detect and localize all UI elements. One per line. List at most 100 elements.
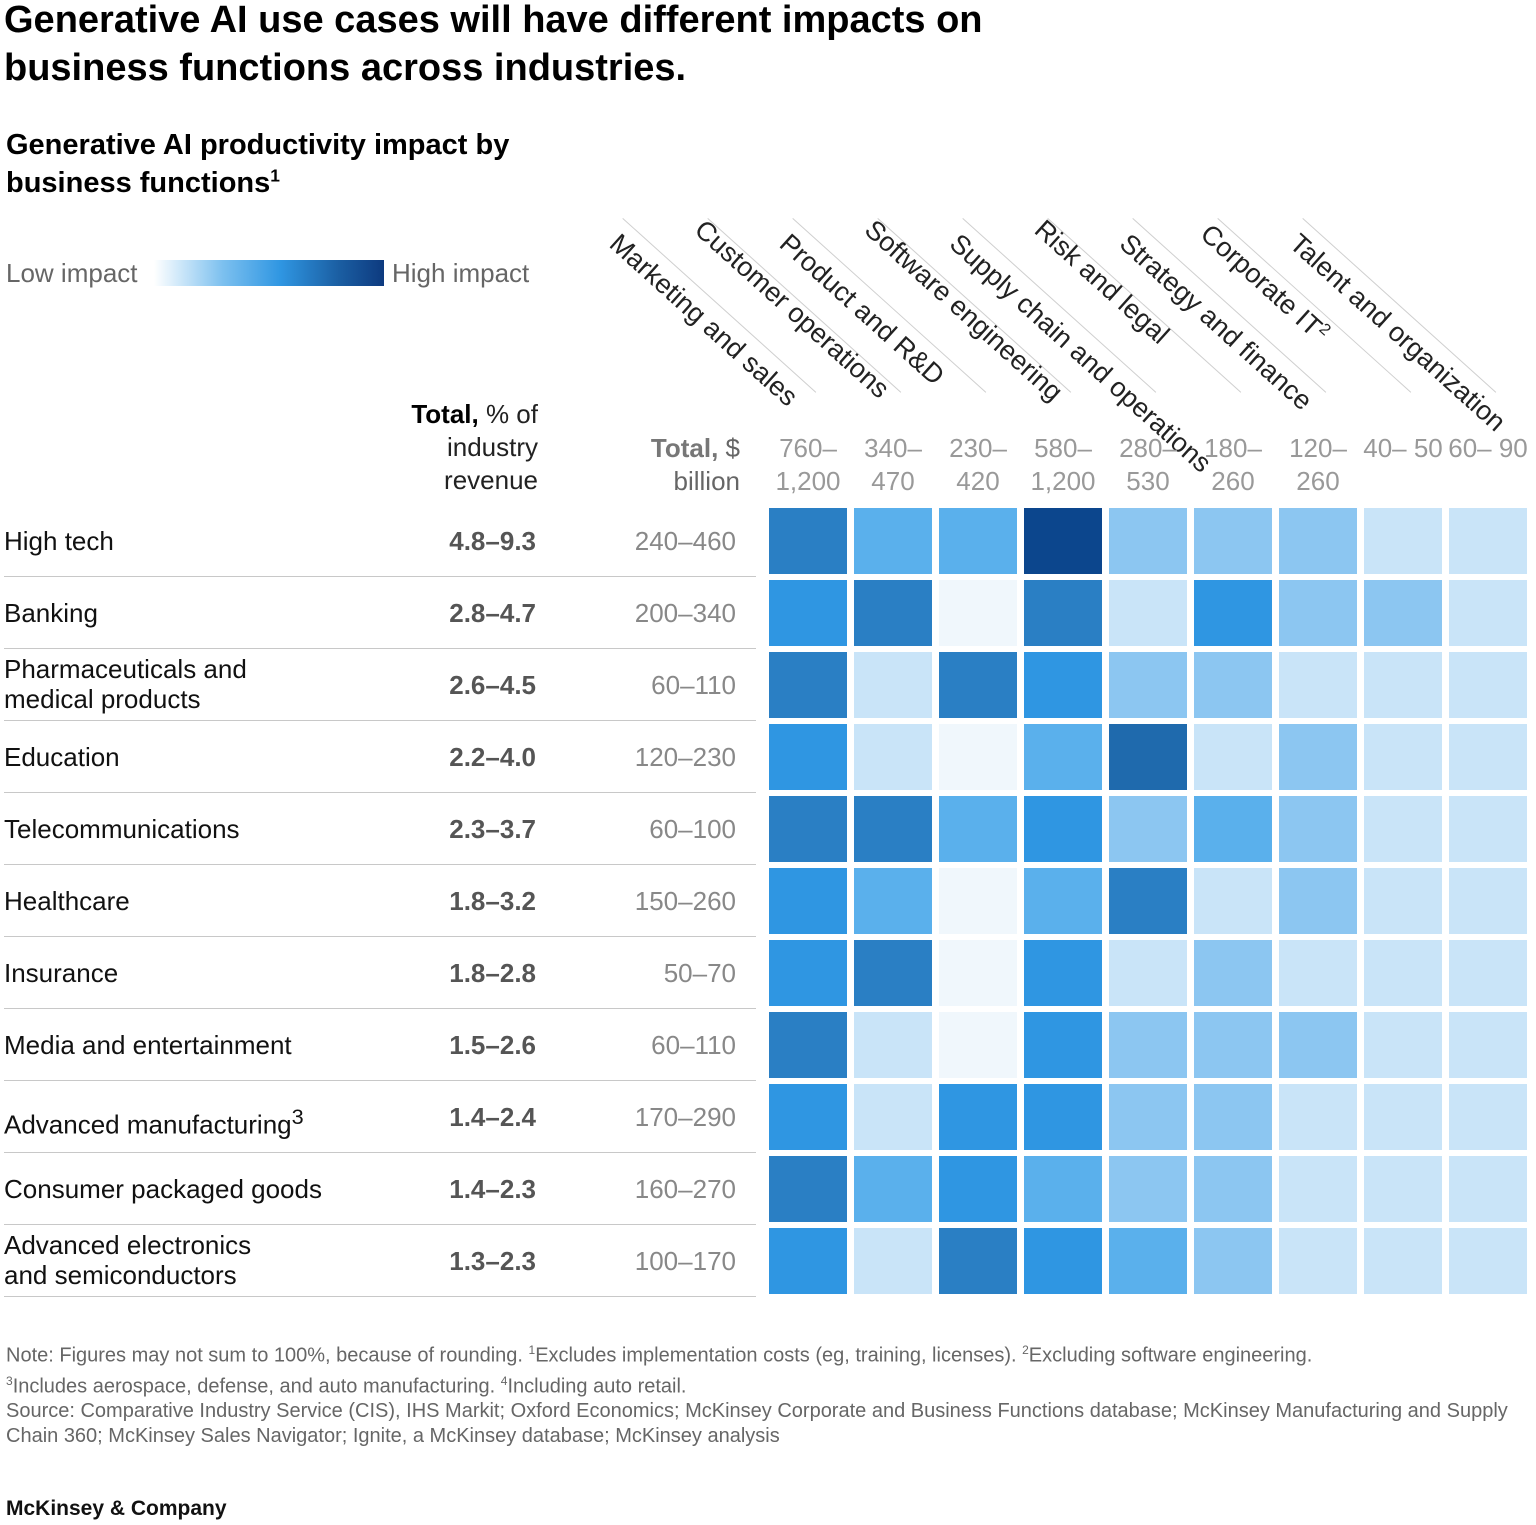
heatmap-cell <box>1024 1228 1102 1294</box>
footnotes: Note: Figures may not sum to 100%, becau… <box>6 1338 1516 1449</box>
industry-total-percent: 2.2–4.0 <box>449 742 536 772</box>
heatmap-cell <box>1109 580 1187 646</box>
headline: Generative AI use cases will have differ… <box>4 0 983 89</box>
heatmap-cell <box>1279 1156 1357 1222</box>
industry-total-percent: 1.3–2.3 <box>449 1246 536 1276</box>
heatmap-cell <box>1109 940 1187 1006</box>
heatmap-cell <box>1194 652 1272 718</box>
heatmap-cell <box>854 1156 932 1222</box>
heatmap-cell <box>1279 508 1357 574</box>
industry-total-billion: 120–230 <box>634 742 736 772</box>
heatmap-cell <box>1024 940 1102 1006</box>
heatmap-cell <box>1109 1084 1187 1150</box>
row-divider <box>4 936 756 937</box>
heatmap-cell <box>1194 508 1272 574</box>
column-header-total-percent: Total, % of industry revenue <box>380 398 538 497</box>
industry-label: High tech <box>4 526 384 556</box>
heatmap-cell <box>1279 796 1357 862</box>
heatmap-cell <box>1279 940 1357 1006</box>
heatmap-cell <box>1194 1084 1272 1150</box>
function-total-value: 230– 420 <box>949 433 1007 496</box>
heatmap-cell <box>1449 1012 1527 1078</box>
note-sup: 3 <box>6 1373 13 1388</box>
industry-total-billion: 60–110 <box>651 1030 736 1060</box>
industry-total-percent: 1.5–2.6 <box>449 1030 536 1060</box>
industry-total-billion: 160–270 <box>634 1174 736 1204</box>
note-sup: 4 <box>500 1373 508 1388</box>
industry-label: Banking <box>4 598 384 628</box>
industry-label: Advanced manufacturing3 <box>4 1102 384 1140</box>
heatmap-cell <box>854 508 932 574</box>
industry-total-percent: 1.4–2.4 <box>449 1102 536 1132</box>
row-divider <box>4 720 756 721</box>
heatmap-cell <box>1364 868 1442 934</box>
heatmap-cell <box>1449 1228 1527 1294</box>
column-header-total-billion: Total, $ billion <box>600 432 740 498</box>
column-header-total-percent-bold: Total, <box>411 399 479 429</box>
industry-name: Healthcare <box>4 886 130 916</box>
heatmap-cell <box>1364 1012 1442 1078</box>
function-header-label: Marketing and sales <box>604 228 804 412</box>
brand-logo-text: McKinsey & Company <box>6 1497 227 1520</box>
function-total-value: 120– 260 <box>1289 433 1347 496</box>
heatmap-cell <box>939 580 1017 646</box>
industry-footnote: 3 <box>291 1104 304 1129</box>
row-divider <box>4 1152 756 1153</box>
heatmap-cell <box>1449 940 1527 1006</box>
heatmap-cell <box>854 868 932 934</box>
industry-name: High tech <box>4 526 114 556</box>
heatmap-cell <box>854 652 932 718</box>
industry-total-billion: 50–70 <box>663 958 736 988</box>
function-total-value: 340– 470 <box>864 433 922 496</box>
heatmap-cell <box>1194 940 1272 1006</box>
heatmap-cell <box>1024 652 1102 718</box>
note-text: Excluding software engineering. <box>1028 1344 1313 1367</box>
heatmap-cell <box>769 652 847 718</box>
column-header-total-percent-rest: % of industry revenue <box>444 399 538 495</box>
industry-name: Insurance <box>4 958 119 988</box>
heatmap-cell <box>1024 1084 1102 1150</box>
heatmap-cell <box>939 940 1017 1006</box>
industry-total-percent: 4.8–9.3 <box>449 526 536 556</box>
heatmap-cell <box>1109 652 1187 718</box>
heatmap-cell <box>769 868 847 934</box>
row-divider <box>4 1224 756 1225</box>
legend-gradient-bar <box>154 260 384 286</box>
heatmap-cell <box>1364 580 1442 646</box>
industry-name: Banking <box>4 598 98 628</box>
note-sup: 2 <box>1022 1343 1029 1357</box>
heatmap-cell <box>939 868 1017 934</box>
heatmap-cell <box>1279 580 1357 646</box>
note-text: Including auto retail. <box>507 1375 687 1398</box>
footnote-line-1: Note: Figures may not sum to 100%, becau… <box>6 1338 1516 1369</box>
legend-low-label: Low impact <box>6 258 138 288</box>
heatmap-cell <box>939 796 1017 862</box>
heatmap-cell <box>939 1012 1017 1078</box>
heatmap-cell <box>1279 868 1357 934</box>
industry-name: Telecommunications <box>4 814 240 844</box>
industry-name: Advanced electronics and semiconductors <box>4 1230 252 1290</box>
row-divider <box>4 576 756 577</box>
industry-label: Healthcare <box>4 886 384 916</box>
industry-total-billion: 150–260 <box>634 886 736 916</box>
function-total-value: 40– 50 <box>1363 433 1443 463</box>
industry-total-billion: 200–340 <box>634 598 736 628</box>
heatmap-cell <box>1194 580 1272 646</box>
row-divider <box>4 1008 756 1009</box>
industry-total-percent: 2.6–4.5 <box>449 670 536 700</box>
heatmap-cell <box>1109 1156 1187 1222</box>
heatmap-cell <box>939 1156 1017 1222</box>
heatmap-cell <box>1364 724 1442 790</box>
heatmap-cell <box>769 1012 847 1078</box>
heatmap-cell <box>854 796 932 862</box>
heatmap-cell <box>769 1084 847 1150</box>
heatmap-cell <box>1449 796 1527 862</box>
industry-label: Education <box>4 742 384 772</box>
heatmap-cell <box>1194 796 1272 862</box>
heatmap-cell <box>1194 1228 1272 1294</box>
function-header-guide-line <box>1302 218 1497 393</box>
note-text: Excludes implementation costs (eg, train… <box>535 1344 1023 1367</box>
heatmap-cell <box>1449 724 1527 790</box>
heatmap-cell <box>1449 580 1527 646</box>
row-divider <box>4 648 756 649</box>
